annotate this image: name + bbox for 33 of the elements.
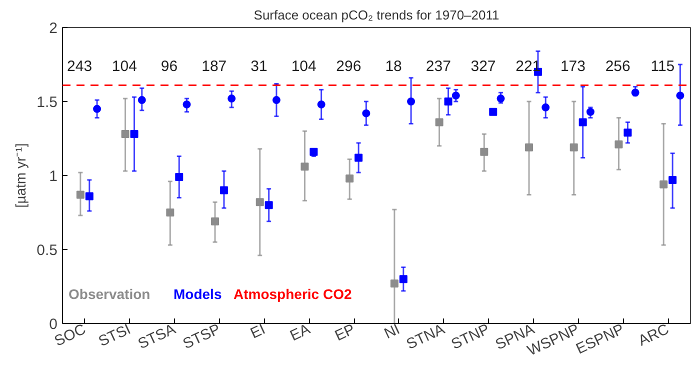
annotation: 187 bbox=[202, 58, 227, 75]
annotation: 243 bbox=[67, 58, 92, 75]
annotation: 256 bbox=[605, 58, 630, 75]
annotation: 296 bbox=[336, 58, 362, 75]
annotation: 96 bbox=[160, 58, 178, 75]
annotation: 237 bbox=[426, 58, 451, 75]
y-tick-label: 2 bbox=[49, 20, 58, 37]
x-tick-label: EI bbox=[248, 320, 268, 342]
chart-title: Surface ocean pCO₂ trends for 1970–2011 bbox=[254, 8, 500, 22]
y-tick-label: 1.5 bbox=[36, 94, 58, 111]
annotation: 31 bbox=[250, 58, 268, 75]
annotation: 173 bbox=[560, 58, 586, 75]
text: Observation bbox=[68, 286, 150, 302]
text: Models bbox=[174, 286, 222, 302]
x-tick-label: EA bbox=[287, 320, 313, 345]
x-tick-label: STNP bbox=[448, 320, 492, 354]
y-tick-label: 1 bbox=[49, 168, 58, 185]
y-axis-title: [µatm yr⁻¹] bbox=[12, 143, 29, 208]
annotation: 18 bbox=[385, 58, 402, 75]
x-tick-label: STSA bbox=[136, 320, 178, 353]
ref-line-label: Atmospheric CO2 bbox=[234, 286, 352, 302]
annotation: 115 bbox=[650, 58, 675, 75]
x-tick-label: STSP bbox=[180, 320, 224, 353]
x-tick-label: ARC bbox=[636, 320, 672, 350]
x-tick-label: EP bbox=[332, 320, 358, 345]
annotation: 104 bbox=[291, 58, 316, 75]
annotation: 327 bbox=[470, 58, 496, 75]
y-tick-label: 0.5 bbox=[36, 242, 58, 259]
x-tick-label: STNA bbox=[404, 320, 448, 354]
x-tick-label: NI bbox=[382, 320, 403, 343]
y-tick-label: 0 bbox=[49, 316, 58, 333]
x-tick-label: STSI bbox=[96, 320, 134, 350]
annotation: 104 bbox=[112, 58, 137, 75]
